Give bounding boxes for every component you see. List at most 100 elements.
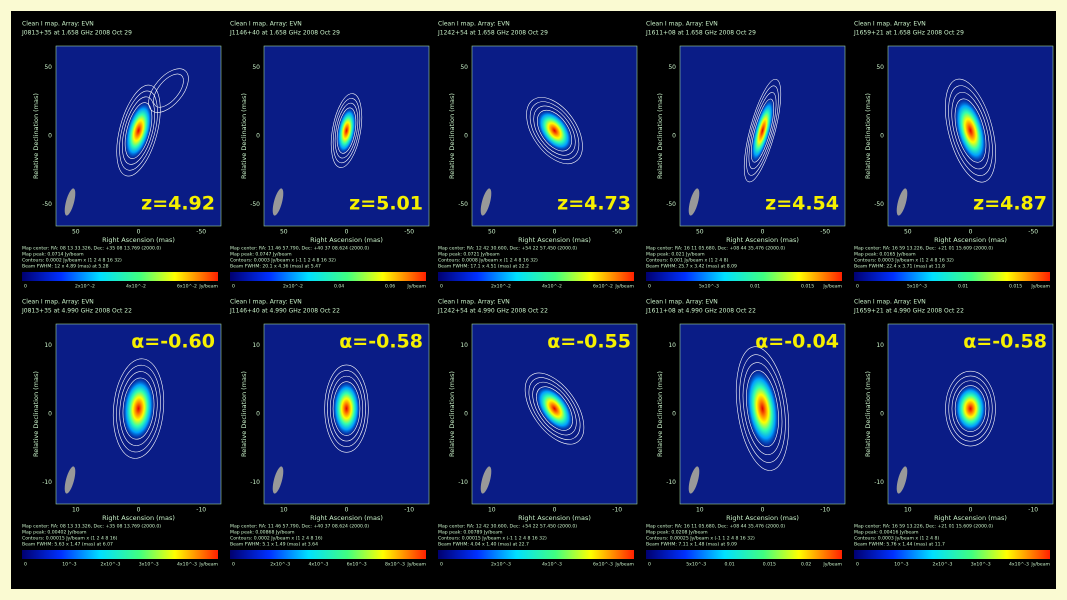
panel-label: α=-0.58	[963, 331, 1047, 353]
contour	[122, 96, 155, 165]
panel-header: Clean I map. Array: EVN	[646, 21, 718, 28]
source-emission	[122, 376, 155, 441]
colorbar-tick-label: 6x10^-2	[593, 284, 613, 290]
contour	[945, 370, 996, 447]
y-tick-label: 50	[44, 64, 52, 71]
footer-line: Contours: 0.00015 Jy/beam x (1 2 4 8 16)	[22, 536, 118, 542]
panel-label: α=-0.55	[547, 331, 631, 353]
beam	[688, 466, 700, 494]
panel-source: J0813+35 at 1.658 GHz 2008 Oct 29	[21, 30, 132, 37]
x-axis-label: Right Ascension (mas)	[726, 514, 799, 522]
beam	[272, 188, 284, 216]
footer-line: Contours: 0.0008 Jy/beam x (1 2 4 8 16 3…	[438, 258, 538, 264]
footer-line: Map peak: 0.00868 Jy/beam	[230, 530, 295, 536]
contour	[330, 93, 363, 168]
footer-line: Map peak: 0.021 Jy/beam	[646, 252, 705, 258]
source-emission	[750, 97, 775, 164]
footer-line: Map peak: 0.0747 Jy/beam	[230, 252, 292, 258]
x-tick-label: -50	[404, 229, 414, 236]
x-axis-label: Right Ascension (mas)	[310, 514, 383, 522]
x-tick-label: 0	[137, 507, 141, 514]
colorbar-tick-label: 8x10^-3	[385, 562, 405, 568]
footer-line: Map peak: 0.00416 Jy/beam	[854, 530, 919, 536]
y-tick-label: 0	[672, 411, 676, 418]
footer-line: Beam FWHM: 7.11 x 1.48 (mas) at 9.09	[646, 542, 737, 548]
contour	[951, 91, 990, 170]
beam	[896, 188, 908, 216]
y-tick-label: -50	[250, 201, 260, 208]
contour	[739, 354, 786, 463]
footer-line: Beam FWHM: 20.1 x 4.36 (mas) at 5.47	[230, 264, 321, 270]
panel: Clean I map. Array: EVN J1146+40 at 1.658…	[229, 21, 430, 290]
y-tick-label: 0	[256, 411, 260, 418]
x-tick-label: 0	[137, 229, 141, 236]
x-tick-label: -50	[612, 229, 622, 236]
contour	[945, 78, 996, 183]
footer-line: Map peak: 0.0165 Jy/beam	[854, 252, 916, 258]
colorbar-unit: Jy/beam	[614, 562, 634, 568]
y-tick-label: 50	[876, 64, 884, 71]
panel: Clean I map. Array: EVN J1659+21 at 4.990…	[853, 299, 1054, 568]
y-tick-label: 0	[464, 411, 468, 418]
x-tick-label: 50	[280, 229, 288, 236]
colorbar-tick-label: 3x10^-3	[139, 562, 159, 568]
y-tick-label: -50	[42, 201, 52, 208]
colorbar-tick-label: 0	[856, 562, 859, 568]
colorbar-tick-label: 4x10^-3	[177, 562, 197, 568]
panel: Clean I map. Array: EVN J1659+21 at 1.658…	[853, 21, 1054, 290]
contour	[736, 346, 789, 471]
footer-line: Map peak: 0.00402 Jy/beam	[22, 530, 87, 536]
y-tick-label: -10	[666, 479, 676, 486]
y-axis-label: Relative Declination (mas)	[240, 93, 248, 179]
y-tick-label: 10	[876, 342, 884, 349]
x-axis-label: Right Ascension (mas)	[518, 236, 591, 244]
panel: Clean I map. Array: EVN J1242+54 at 1.658…	[437, 21, 638, 290]
footer-line: Contours: 0.00015 Jy/beam x (-1 1 2 4 8 …	[438, 536, 547, 542]
colorbar-tick-label: 2x10^-2	[75, 284, 95, 290]
source-emission	[745, 368, 780, 449]
colorbar-tick-label: 2x10^-2	[491, 284, 511, 290]
footer-line: Map peak: 0.0208 Jy/beam	[646, 530, 708, 536]
y-tick-label: -10	[458, 479, 468, 486]
footer-line: Map center: RA: 08 13 33.326, Dec: +35 0…	[22, 246, 161, 252]
panel: Clean I map. Array: EVN J1146+40 at 4.990…	[229, 299, 430, 568]
colorbar-tick-label: 5x10^-3	[907, 284, 927, 290]
panel: Clean I map. Array: EVN J0813+35 at 4.990…	[21, 299, 222, 568]
footer-line: Beam FWHM: 4.04 x 1.40 (mas) at 22.7	[438, 542, 529, 548]
panel-header: Clean I map. Array: EVN	[230, 299, 302, 306]
x-tick-label: 10	[280, 507, 288, 514]
x-tick-label: 0	[761, 229, 765, 236]
footer-line: Map peak: 0.0721 Jy/beam	[438, 252, 500, 258]
colorbar-tick-label: 4x10^-3	[1009, 562, 1029, 568]
colorbar-tick-label: 0.02	[801, 562, 811, 568]
colorbar-tick-label: 0	[856, 284, 859, 290]
x-tick-label: 0	[969, 507, 973, 514]
footer-line: Map center: RA: 12 42 30.600, Dec: +54 2…	[438, 246, 577, 252]
contour	[529, 101, 580, 160]
x-tick-label: 50	[904, 229, 912, 236]
beam	[64, 466, 76, 494]
y-axis-label: Relative Declination (mas)	[864, 371, 872, 457]
contour	[124, 102, 153, 159]
contour	[116, 364, 161, 453]
contour	[334, 102, 359, 159]
footer-line: Contours: 0.0003 Jy/beam x (-1 1 2 4 8 1…	[230, 258, 336, 264]
x-tick-label: 10	[72, 507, 80, 514]
x-tick-label: 10	[904, 507, 912, 514]
y-tick-label: 0	[464, 133, 468, 140]
panel-label: α=-0.60	[131, 331, 215, 353]
colorbar-tick-label: 6x10^-3	[593, 562, 613, 568]
colorbar-unit: Jy/beam	[1030, 562, 1050, 568]
contour	[153, 73, 184, 108]
colorbar	[438, 272, 634, 281]
colorbar-tick-label: 0.01	[750, 284, 760, 290]
y-tick-label: 10	[252, 342, 260, 349]
contour	[119, 371, 158, 446]
panel-label: z=4.54	[765, 193, 839, 215]
colorbar-tick-label: 0.01	[958, 284, 968, 290]
colorbar-tick-label: 0.015	[763, 562, 776, 568]
colorbar-unit: Jy/beam	[1030, 284, 1050, 290]
colorbar-tick-label: 4x10^-3	[309, 562, 329, 568]
x-tick-label: -10	[196, 507, 206, 514]
y-tick-label: -50	[666, 201, 676, 208]
